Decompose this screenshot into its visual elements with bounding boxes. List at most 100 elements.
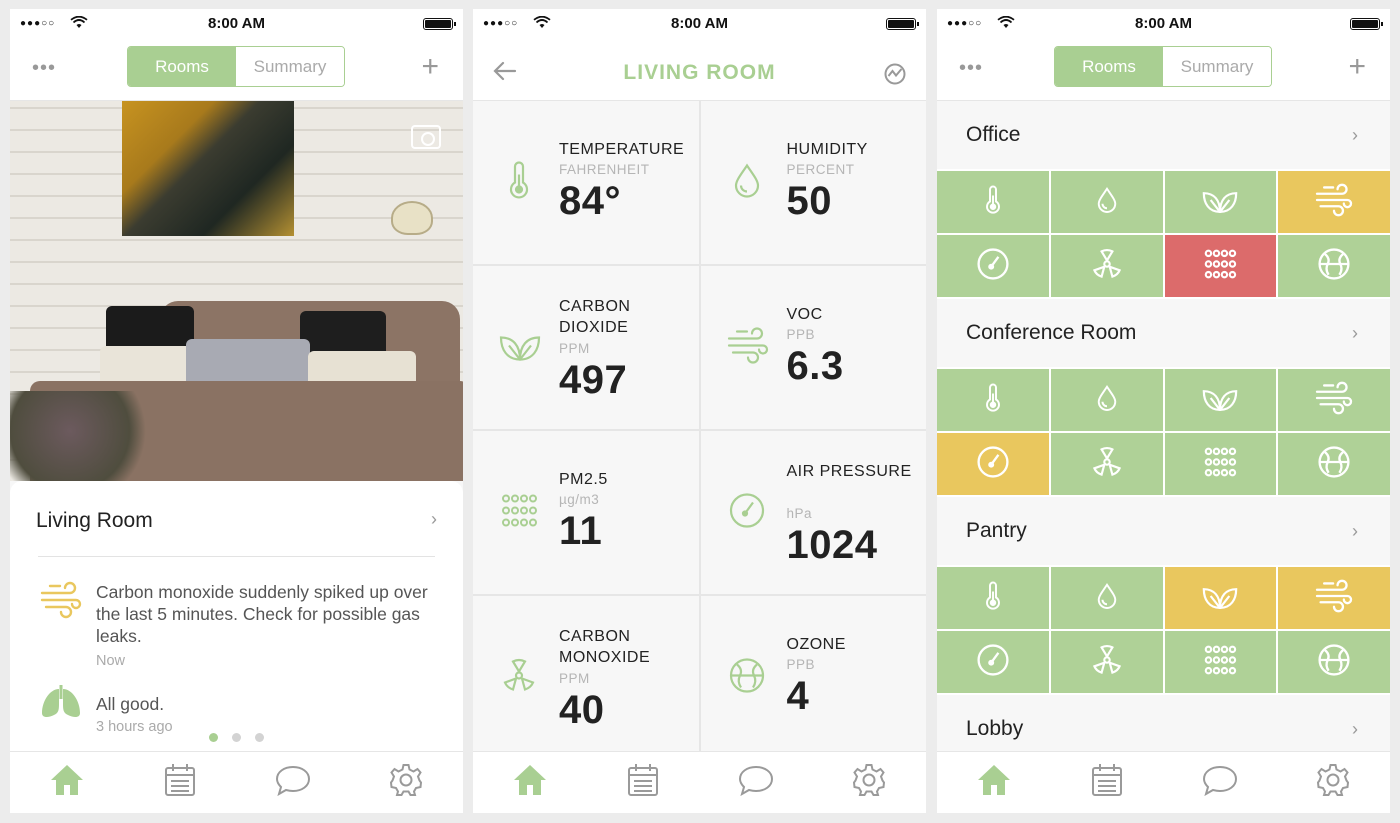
room-name: Office [966, 123, 1021, 146]
room-row[interactable]: Pantry › [937, 497, 1390, 565]
globe-icon [1316, 246, 1352, 287]
battery-icon [1350, 18, 1383, 30]
metric-ozone[interactable]: OZONE PPB 4 [700, 596, 926, 759]
metric-pm25[interactable]: PM2.5 µg/m3 11 [473, 431, 699, 594]
plus-icon[interactable]: + [421, 50, 439, 83]
room-title: Living Room [36, 509, 153, 532]
room-row[interactable]: Conference Room › [937, 299, 1390, 367]
metric-label: AIR PRESSURE [786, 463, 912, 480]
sensor-tile[interactable] [1164, 631, 1277, 693]
sensor-tile[interactable] [1164, 433, 1277, 495]
sensor-tile[interactable] [1050, 171, 1163, 233]
sensor-tile[interactable] [1278, 235, 1390, 297]
tab-settings[interactable] [350, 752, 463, 813]
chevron-right-icon[interactable]: › [1352, 521, 1358, 541]
sensor-tile[interactable] [1164, 171, 1277, 233]
gauge-icon [975, 246, 1011, 287]
status-bar: ●●●○○ 8:00 AM [473, 9, 926, 39]
signal-indicator: ●●●○○ [20, 18, 56, 29]
metric-label: TEMPERATURE [559, 141, 685, 158]
tab-messages[interactable] [1164, 752, 1277, 813]
sensor-tile[interactable] [1278, 171, 1390, 233]
room-row[interactable]: Lobby › [937, 695, 1390, 751]
sensor-tile[interactable] [937, 631, 1049, 693]
home-icon [976, 763, 1012, 802]
sensor-tile[interactable] [937, 369, 1049, 431]
globe-icon [1316, 642, 1352, 683]
rooms-list-screen: ●●●○○ 8:00 AM ••• Rooms Summary + Office… [937, 9, 1390, 813]
sensor-tile[interactable] [1164, 235, 1277, 297]
tab-home[interactable] [473, 752, 586, 813]
more-dots-icon[interactable]: ••• [32, 57, 57, 79]
tab-settings[interactable] [813, 752, 926, 813]
back-arrow-icon[interactable] [493, 61, 517, 86]
sensor-tile[interactable] [1050, 567, 1163, 629]
metric-unit: PPB [786, 657, 816, 672]
home-icon [512, 763, 548, 802]
tab-messages[interactable] [700, 752, 813, 813]
sensor-tile[interactable] [1164, 369, 1277, 431]
room-row[interactable]: Office › [937, 101, 1390, 169]
segment-summary[interactable]: Summary [236, 47, 344, 86]
tab-settings[interactable] [1277, 752, 1390, 813]
notification-text: Carbon monoxide suddenly spiked up over … [96, 582, 428, 646]
metric-temperature[interactable]: TEMPERATURE FAHRENHEIT 84° [473, 101, 699, 264]
sensor-tile[interactable] [1050, 369, 1163, 431]
leaf-icon [1200, 381, 1240, 420]
sensor-tile[interactable] [1278, 433, 1390, 495]
room-name: Lobby [966, 717, 1024, 740]
gauge-icon [975, 444, 1011, 485]
calendar-icon [1091, 763, 1123, 802]
sensor-tile[interactable] [937, 235, 1049, 297]
sensor-tile[interactable] [1278, 369, 1390, 431]
nav-bar: LIVING ROOM [473, 39, 926, 101]
metric-humidity[interactable]: HUMIDITY PERCENT 50 [700, 101, 926, 264]
tab-home[interactable] [937, 752, 1050, 813]
metric-carbon-monoxide[interactable]: CARBON MONOXIDE PPM 40 [473, 596, 699, 759]
sensor-tile[interactable] [1050, 631, 1163, 693]
metric-label: HUMIDITY [786, 141, 868, 158]
segment-summary[interactable]: Summary [1163, 47, 1271, 86]
sensor-tile[interactable] [1278, 631, 1390, 693]
sensor-tile[interactable] [937, 433, 1049, 495]
signal-indicator: ●●●○○ [483, 18, 519, 29]
chevron-right-icon[interactable]: › [1352, 719, 1358, 739]
page-indicator[interactable] [10, 733, 463, 742]
page-title: LIVING ROOM [623, 61, 776, 84]
tab-home[interactable] [10, 752, 123, 813]
tab-messages[interactable] [237, 752, 350, 813]
sensor-tile[interactable] [1050, 433, 1163, 495]
sensor-tile[interactable] [937, 567, 1049, 629]
chevron-right-icon[interactable]: › [1352, 125, 1358, 145]
sensor-tile[interactable] [937, 171, 1049, 233]
metric-label: OZONE [786, 636, 846, 653]
sensor-tile[interactable] [1050, 235, 1163, 297]
notification-text: All good. [96, 694, 165, 714]
camera-icon[interactable] [411, 125, 441, 149]
plus-icon[interactable]: + [1348, 50, 1366, 83]
tab-calendar[interactable] [586, 752, 699, 813]
chevron-right-icon[interactable]: › [1352, 323, 1358, 343]
metric-voc[interactable]: VOC PPB 6.3 [700, 266, 926, 429]
thermometer-icon [499, 160, 539, 205]
nav-bar: ••• Rooms Summary + [937, 39, 1390, 101]
chart-icon[interactable] [884, 63, 906, 90]
room-card[interactable]: Living Room › Carbon monoxide suddenly s… [10, 481, 463, 751]
particles-icon [1202, 446, 1238, 483]
metric-label: CARBON DIOXIDE [559, 298, 631, 336]
notification-time: Now [96, 653, 126, 669]
segment-rooms[interactable]: Rooms [128, 47, 236, 86]
leaf-icon [499, 325, 541, 370]
wifi-icon [533, 15, 551, 34]
chevron-right-icon[interactable]: › [431, 509, 437, 529]
chat-icon [275, 764, 311, 801]
segment-rooms[interactable]: Rooms [1055, 47, 1163, 86]
tab-calendar[interactable] [123, 752, 236, 813]
more-dots-icon[interactable]: ••• [959, 57, 984, 79]
metric-carbon-dioxide[interactable]: CARBON DIOXIDE PPM 497 [473, 266, 699, 429]
lungs-icon [40, 685, 82, 724]
sensor-tile[interactable] [1164, 567, 1277, 629]
sensor-tile[interactable] [1278, 567, 1390, 629]
tab-calendar[interactable] [1050, 752, 1163, 813]
metric-air-pressure[interactable]: AIR PRESSURE hPa 1024 [700, 431, 926, 594]
